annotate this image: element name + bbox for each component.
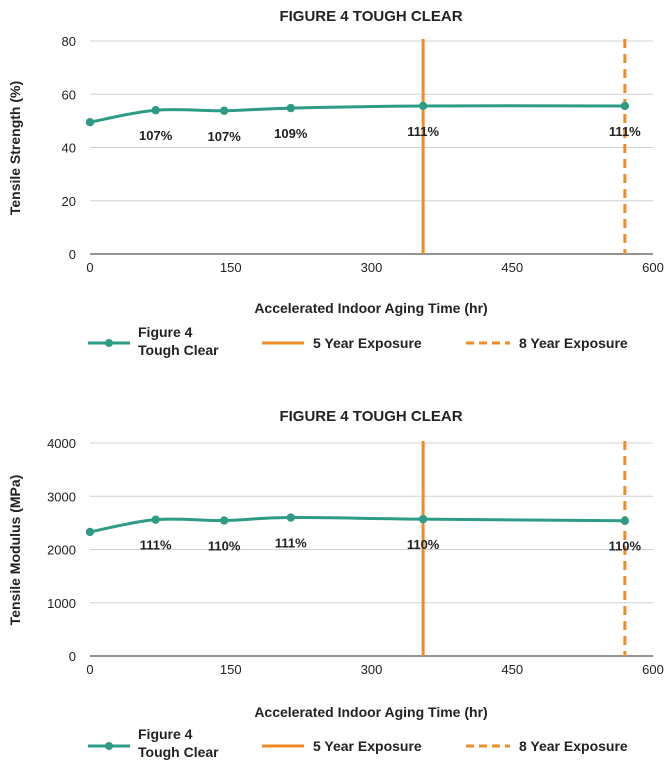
x-axis-label: Accelerated Indoor Aging Time (hr) xyxy=(254,704,487,720)
x-axis-ticks: 0 150 300 450 600 xyxy=(86,260,663,275)
data-point xyxy=(620,516,630,525)
x-tick-label: 450 xyxy=(501,260,523,275)
x-tick-label: 300 xyxy=(361,662,383,677)
legend-series-marker xyxy=(105,339,113,347)
legend: Figure 4 Tough Clear 5 Year Exposure 8 Y… xyxy=(88,324,628,358)
x-tick-label: 300 xyxy=(361,260,383,275)
series-line xyxy=(89,104,625,124)
data-point xyxy=(620,101,630,111)
gridlines xyxy=(90,40,653,255)
x-tick-label: 150 xyxy=(220,662,242,677)
data-point xyxy=(286,513,296,522)
y-tick-label: 40 xyxy=(62,141,76,156)
y-axis-label: Tensile Strength (%) xyxy=(7,81,23,215)
data-label: 107% xyxy=(208,129,242,144)
chart-title: FIGURE 4 TOUGH CLEAR xyxy=(279,8,462,25)
exposure-lines xyxy=(421,441,627,656)
data-label: 111% xyxy=(609,124,641,139)
data-point xyxy=(151,515,160,524)
data-label: 110% xyxy=(208,538,241,553)
x-tick-label: 600 xyxy=(642,260,664,275)
y-axis-ticks: 0 20 40 60 80 xyxy=(62,34,76,262)
y-tick-label: 4000 xyxy=(47,436,76,451)
x-tick-label: 0 xyxy=(86,260,93,275)
exposure-lines xyxy=(421,39,627,254)
data-point xyxy=(85,118,95,127)
legend-series-label-line2: Tough Clear xyxy=(138,342,219,358)
y-axis-ticks: 0 1000 2000 3000 4000 xyxy=(47,436,76,664)
legend-five-year-label: 5 Year Exposure xyxy=(313,335,422,351)
y-tick-label: 2000 xyxy=(47,543,76,558)
data-point xyxy=(418,514,428,524)
data-label: 109% xyxy=(274,126,308,141)
data-point xyxy=(219,106,229,115)
tensile-strength-chart: FIGURE 4 TOUGH CLEAR 0 20 40 60 80 0 150 300 45… xyxy=(7,8,664,358)
legend-eight-year-label: 8 Year Exposure xyxy=(519,335,628,351)
legend: Figure 4 Tough Clear 5 Year Exposure 8 Y… xyxy=(88,726,628,760)
data-label: 111% xyxy=(407,124,439,139)
chart-title: FIGURE 4 TOUGH CLEAR xyxy=(279,408,462,425)
x-axis-ticks: 0 150 300 450 600 xyxy=(86,662,663,677)
x-axis-label: Accelerated Indoor Aging Time (hr) xyxy=(254,300,487,316)
y-axis-label: Tensile Modulus (MPa) xyxy=(7,475,23,626)
y-tick-label: 0 xyxy=(69,247,76,262)
data-label: 111% xyxy=(140,538,172,553)
series-line-group xyxy=(85,513,630,537)
x-tick-label: 0 xyxy=(86,662,93,677)
legend-eight-year-label: 8 Year Exposure xyxy=(519,738,628,754)
series-line xyxy=(89,516,625,534)
y-tick-label: 60 xyxy=(62,87,76,102)
data-labels: 107% 107% 109% 111% 111% xyxy=(139,124,641,144)
y-tick-label: 1000 xyxy=(47,596,76,611)
legend-series-label-line2: Tough Clear xyxy=(138,744,219,760)
y-tick-label: 20 xyxy=(62,194,76,209)
data-point xyxy=(85,527,95,537)
data-labels: 111% 110% 111% 110% 110% xyxy=(140,536,642,554)
legend-five-year-label: 5 Year Exposure xyxy=(313,738,422,754)
legend-series-label-line1: Figure 4 xyxy=(138,324,193,340)
data-label: 111% xyxy=(275,536,307,551)
data-point xyxy=(151,106,160,115)
y-tick-label: 80 xyxy=(62,34,76,49)
legend-series-label-line1: Figure 4 xyxy=(138,726,193,742)
legend-series-marker xyxy=(105,742,113,750)
x-tick-label: 450 xyxy=(501,662,523,677)
y-tick-label: 0 xyxy=(69,649,76,664)
data-label: 110% xyxy=(407,537,440,552)
data-label: 110% xyxy=(609,539,642,554)
data-label: 107% xyxy=(139,128,173,143)
data-point xyxy=(219,516,229,525)
x-tick-label: 150 xyxy=(220,260,242,275)
data-point xyxy=(418,101,428,111)
x-tick-label: 600 xyxy=(642,662,664,677)
data-point xyxy=(286,103,296,113)
y-tick-label: 3000 xyxy=(47,489,76,504)
gridlines xyxy=(90,442,653,657)
series-line-group xyxy=(85,101,630,127)
